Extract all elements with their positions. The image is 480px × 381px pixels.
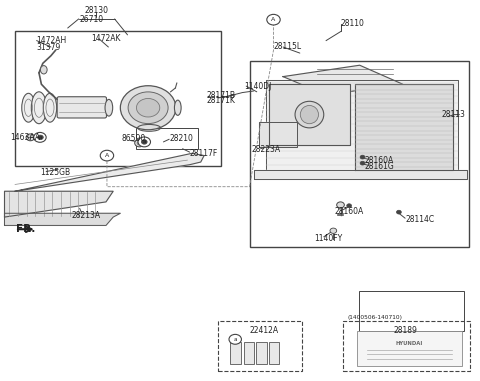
Circle shape — [100, 150, 114, 161]
Circle shape — [347, 204, 351, 208]
Circle shape — [336, 202, 344, 208]
Circle shape — [396, 210, 401, 214]
Text: 1472AK: 1472AK — [92, 34, 121, 43]
Text: 28114C: 28114C — [405, 215, 434, 224]
Text: (1400506-140710): (1400506-140710) — [348, 315, 403, 320]
Text: 22412A: 22412A — [250, 327, 279, 335]
Text: 1140DJ: 1140DJ — [244, 82, 271, 91]
Text: 28160A: 28160A — [335, 207, 364, 216]
Circle shape — [37, 135, 43, 139]
Polygon shape — [254, 170, 468, 179]
Text: A: A — [105, 153, 109, 158]
Bar — [357, 331, 462, 366]
Circle shape — [229, 335, 241, 344]
Polygon shape — [259, 122, 298, 147]
Text: 28115L: 28115L — [274, 42, 301, 51]
Bar — [136, 128, 198, 149]
FancyBboxPatch shape — [57, 97, 107, 118]
Polygon shape — [4, 191, 113, 217]
Polygon shape — [15, 153, 204, 191]
Circle shape — [142, 139, 147, 144]
Ellipse shape — [43, 93, 57, 122]
Circle shape — [120, 86, 176, 130]
Bar — [218, 322, 302, 371]
Bar — [15, 31, 221, 166]
Ellipse shape — [40, 66, 47, 74]
Text: 86590: 86590 — [121, 134, 145, 142]
Circle shape — [138, 137, 151, 147]
Text: 28130: 28130 — [84, 6, 108, 15]
Circle shape — [135, 139, 144, 147]
Polygon shape — [355, 84, 453, 170]
Polygon shape — [266, 80, 458, 175]
Ellipse shape — [105, 99, 113, 116]
Text: 28213A: 28213A — [72, 211, 101, 220]
Bar — [269, 343, 279, 364]
Text: HYUNDAI: HYUNDAI — [396, 341, 423, 346]
Bar — [359, 291, 464, 331]
Text: FR.: FR. — [16, 224, 36, 234]
Text: 28161G: 28161G — [364, 162, 394, 171]
Ellipse shape — [31, 92, 47, 124]
Text: 31379: 31379 — [36, 43, 61, 51]
Text: 28210: 28210 — [169, 134, 193, 142]
Bar — [343, 322, 470, 371]
Ellipse shape — [300, 106, 319, 124]
Text: 28189: 28189 — [393, 327, 417, 335]
Text: 28160A: 28160A — [364, 155, 394, 165]
Circle shape — [26, 134, 35, 141]
Text: 26710: 26710 — [80, 15, 104, 24]
Text: 1472AH: 1472AH — [36, 36, 67, 45]
Text: 28171B: 28171B — [206, 91, 236, 100]
Bar — [256, 343, 267, 364]
Bar — [244, 343, 254, 364]
Circle shape — [128, 92, 168, 123]
Polygon shape — [269, 84, 350, 145]
Circle shape — [360, 161, 365, 165]
Text: 1463AA: 1463AA — [10, 133, 40, 142]
Circle shape — [330, 228, 336, 234]
Circle shape — [267, 14, 280, 25]
Polygon shape — [4, 213, 120, 226]
Text: 28223A: 28223A — [252, 146, 281, 154]
Text: 28117F: 28117F — [190, 149, 218, 158]
Ellipse shape — [22, 93, 35, 122]
Bar — [230, 343, 241, 364]
Polygon shape — [283, 65, 403, 95]
Circle shape — [360, 155, 365, 159]
Text: 28110: 28110 — [340, 19, 364, 28]
Circle shape — [137, 141, 142, 145]
Text: a: a — [233, 337, 237, 342]
Bar — [250, 61, 469, 247]
Text: A: A — [271, 17, 276, 22]
Text: a: a — [38, 135, 42, 140]
Ellipse shape — [174, 100, 181, 115]
Ellipse shape — [295, 101, 324, 128]
Circle shape — [34, 133, 46, 142]
Text: a: a — [143, 139, 146, 144]
Text: 28113: 28113 — [441, 110, 465, 119]
Circle shape — [136, 99, 160, 117]
Text: 1125GB: 1125GB — [40, 168, 70, 177]
Text: 1140FY: 1140FY — [314, 234, 342, 243]
Text: 28171K: 28171K — [206, 96, 235, 105]
